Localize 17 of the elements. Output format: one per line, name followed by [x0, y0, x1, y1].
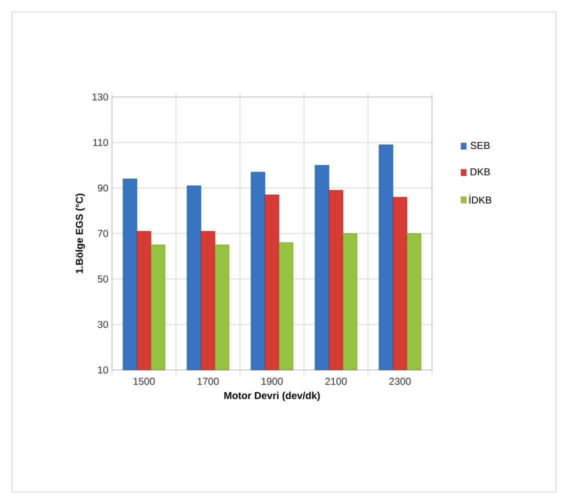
legend-label: İDKB [469, 194, 492, 204]
y-tick-label: 70 [98, 230, 108, 238]
x-tick-label: 1700 [198, 378, 219, 385]
x-axis-title: Motor Devri (dev/dk) [224, 392, 320, 402]
x-tick-label: 1900 [262, 378, 283, 385]
legend-label: DKB [470, 168, 490, 176]
y-tick-label: 90 [98, 184, 108, 192]
y-tick-label: 10 [98, 366, 108, 374]
y-axis-title: 1.Bölge EGS (°C) [76, 194, 85, 274]
y-tick-label: 30 [98, 320, 108, 328]
y-tick-label: 110 [93, 138, 108, 146]
x-tick-label: 1500 [134, 378, 155, 385]
x-tick-label: 2300 [389, 378, 411, 385]
y-tick-label: 130 [92, 93, 108, 101]
x-tick-label: 2100 [325, 378, 347, 385]
y-tick-label: 50 [98, 275, 108, 283]
legend-label: SEB [470, 142, 490, 149]
